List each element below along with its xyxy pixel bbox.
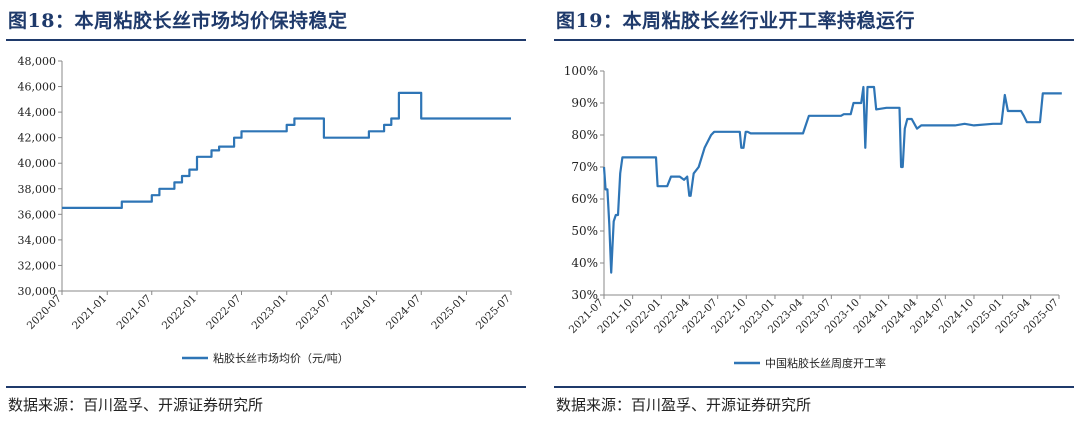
price-y-tick-label: 42,000 [18, 132, 57, 145]
price-x-tick-label: 2025-01 [429, 293, 468, 332]
right-panel: 图19：本周粘胶长丝行业开工率持稳运行 100% 90% 80% 70% 60% 50% 4… [554, 0, 1074, 421]
rate-y-tick-label: 40% [571, 256, 598, 270]
left-title-rule [6, 39, 526, 41]
price-x-tick-label: 2020-07 [25, 293, 64, 332]
price-y-tick-label: 48,000 [18, 55, 57, 68]
left-source-rule [6, 386, 526, 388]
price-y-tick-label: 44,000 [18, 106, 57, 119]
rate-series-line [602, 85, 1062, 274]
rate-y-tick-label: 70% [571, 160, 598, 174]
price-x-tick-label: 2025-07 [474, 293, 513, 332]
left-source-text: 数据来源：百川盈孚、开源证券研究所 [8, 396, 264, 414]
price-y-tick-label: 34,000 [18, 234, 57, 247]
price-legend-label: 粘胶长丝市场均价（元/吨） [213, 351, 349, 365]
price-y-tick-label: 30,000 [18, 285, 57, 298]
rate-y-tick-label: 30% [571, 288, 598, 302]
left-panel: 图18：本周粘胶长丝市场均价保持稳定 48,000 46,000 44,000 42,… [6, 0, 526, 421]
price-x-tick-label: 2021-07 [115, 293, 154, 332]
rate-y-tick-label: 100% [564, 64, 598, 78]
price-x-tick-label: 2023-01 [250, 293, 289, 332]
price-y-tick-label: 40,000 [18, 157, 57, 170]
price-x-tick-label: 2022-01 [160, 293, 199, 332]
price-x-tick-label: 2022-07 [204, 293, 243, 332]
rate-y-tick-label: 50% [571, 224, 598, 238]
price-x-tick-label: 2023-07 [294, 293, 333, 332]
price-y-tick-label: 46,000 [18, 81, 57, 94]
price-x-tick-label: 2024-07 [384, 293, 423, 332]
left-chart-title: 图18：本周粘胶长丝市场均价保持稳定 [8, 10, 348, 32]
price-series-line [62, 91, 511, 209]
price-y-tick-label: 36,000 [18, 208, 57, 221]
right-source-rule [554, 386, 1074, 388]
rate-y-tick-label: 90% [571, 96, 598, 110]
price-x-tick-label: 2021-01 [70, 293, 109, 332]
right-chart-title: 图19：本周粘胶长丝行业开工率持稳运行 [556, 10, 915, 32]
price-y-tick-label: 38,000 [18, 183, 57, 196]
price-y-tick-label: 32,000 [18, 259, 57, 272]
price-x-tick-label: 2024-01 [339, 293, 378, 332]
rate-y-tick-label: 80% [571, 128, 598, 142]
rate-y-tick-label: 60% [571, 192, 598, 206]
right-title-rule [554, 39, 1074, 41]
price-line-chart: 48,000 46,000 44,000 42,000 40,000 38,000 36,0… [18, 55, 514, 365]
right-source-text: 数据来源：百川盈孚、开源证券研究所 [556, 396, 812, 414]
operating-rate-line-chart: 100%90%80%70%60%50%40%30%2021-072021-102… [564, 64, 1062, 370]
rate-legend-label: 中国粘胶长丝周度开工率 [765, 356, 886, 370]
